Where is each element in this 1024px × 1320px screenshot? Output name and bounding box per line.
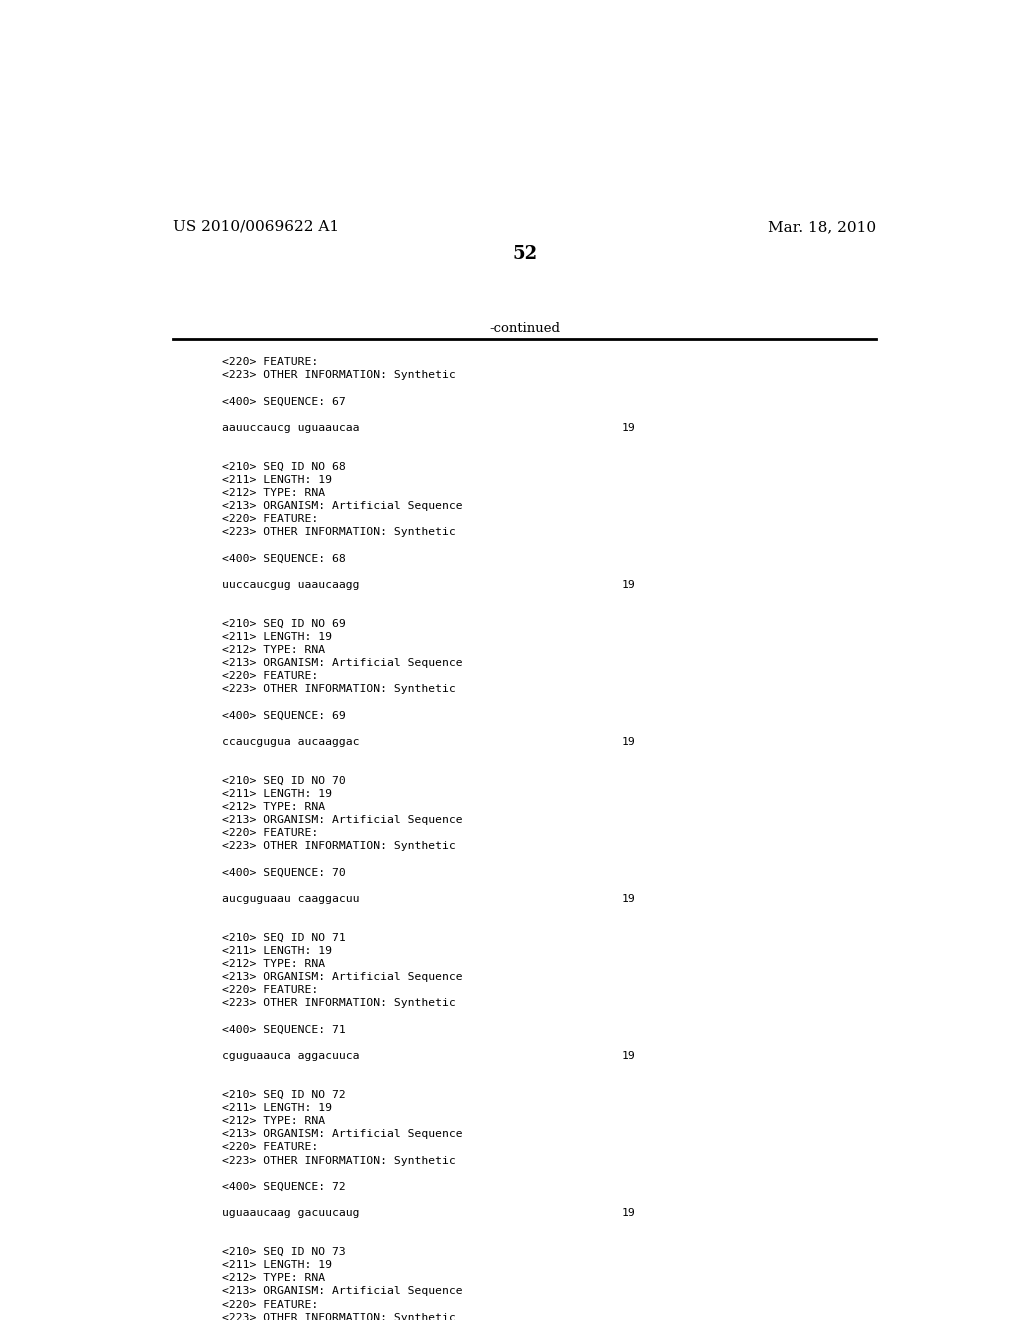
Text: <212> TYPE: RNA: <212> TYPE: RNA [221, 803, 325, 812]
Text: <213> ORGANISM: Artificial Sequence: <213> ORGANISM: Artificial Sequence [221, 973, 462, 982]
Text: <213> ORGANISM: Artificial Sequence: <213> ORGANISM: Artificial Sequence [221, 1130, 462, 1139]
Text: <210> SEQ ID NO 71: <210> SEQ ID NO 71 [221, 933, 345, 942]
Text: cguguaauca aggacuuca: cguguaauca aggacuuca [221, 1051, 359, 1061]
Text: <400> SEQUENCE: 69: <400> SEQUENCE: 69 [221, 710, 345, 721]
Text: <211> LENGTH: 19: <211> LENGTH: 19 [221, 632, 332, 642]
Text: <223> OTHER INFORMATION: Synthetic: <223> OTHER INFORMATION: Synthetic [221, 1155, 456, 1166]
Text: <211> LENGTH: 19: <211> LENGTH: 19 [221, 946, 332, 956]
Text: <213> ORGANISM: Artificial Sequence: <213> ORGANISM: Artificial Sequence [221, 1287, 462, 1296]
Text: <212> TYPE: RNA: <212> TYPE: RNA [221, 488, 325, 498]
Text: Mar. 18, 2010: Mar. 18, 2010 [768, 220, 877, 234]
Text: <210> SEQ ID NO 73: <210> SEQ ID NO 73 [221, 1247, 345, 1257]
Text: <220> FEATURE:: <220> FEATURE: [221, 358, 317, 367]
Text: <211> LENGTH: 19: <211> LENGTH: 19 [221, 1104, 332, 1113]
Text: <223> OTHER INFORMATION: Synthetic: <223> OTHER INFORMATION: Synthetic [221, 684, 456, 694]
Text: <223> OTHER INFORMATION: Synthetic: <223> OTHER INFORMATION: Synthetic [221, 527, 456, 537]
Text: <213> ORGANISM: Artificial Sequence: <213> ORGANISM: Artificial Sequence [221, 502, 462, 511]
Text: <210> SEQ ID NO 68: <210> SEQ ID NO 68 [221, 462, 345, 471]
Text: <223> OTHER INFORMATION: Synthetic: <223> OTHER INFORMATION: Synthetic [221, 998, 456, 1008]
Text: <213> ORGANISM: Artificial Sequence: <213> ORGANISM: Artificial Sequence [221, 659, 462, 668]
Text: <220> FEATURE:: <220> FEATURE: [221, 1143, 317, 1152]
Text: <211> LENGTH: 19: <211> LENGTH: 19 [221, 1261, 332, 1270]
Text: 19: 19 [622, 737, 635, 747]
Text: <212> TYPE: RNA: <212> TYPE: RNA [221, 645, 325, 655]
Text: 19: 19 [622, 894, 635, 904]
Text: uuccaucgug uaaucaagg: uuccaucgug uaaucaagg [221, 579, 359, 590]
Text: <211> LENGTH: 19: <211> LENGTH: 19 [221, 789, 332, 799]
Text: 52: 52 [512, 244, 538, 263]
Text: 19: 19 [622, 579, 635, 590]
Text: <210> SEQ ID NO 72: <210> SEQ ID NO 72 [221, 1090, 345, 1100]
Text: <220> FEATURE:: <220> FEATURE: [221, 671, 317, 681]
Text: <400> SEQUENCE: 72: <400> SEQUENCE: 72 [221, 1181, 345, 1192]
Text: 19: 19 [622, 422, 635, 433]
Text: <220> FEATURE:: <220> FEATURE: [221, 985, 317, 995]
Text: <220> FEATURE:: <220> FEATURE: [221, 829, 317, 838]
Text: aucguguaau caaggacuu: aucguguaau caaggacuu [221, 894, 359, 904]
Text: <400> SEQUENCE: 70: <400> SEQUENCE: 70 [221, 867, 345, 878]
Text: <223> OTHER INFORMATION: Synthetic: <223> OTHER INFORMATION: Synthetic [221, 841, 456, 851]
Text: aauuccaucg uguaaucaa: aauuccaucg uguaaucaa [221, 422, 359, 433]
Text: <210> SEQ ID NO 69: <210> SEQ ID NO 69 [221, 619, 345, 628]
Text: US 2010/0069622 A1: US 2010/0069622 A1 [173, 220, 339, 234]
Text: <210> SEQ ID NO 70: <210> SEQ ID NO 70 [221, 776, 345, 785]
Text: uguaaucaag gacuucaug: uguaaucaag gacuucaug [221, 1208, 359, 1218]
Text: <211> LENGTH: 19: <211> LENGTH: 19 [221, 475, 332, 484]
Text: ccaucgugua aucaaggac: ccaucgugua aucaaggac [221, 737, 359, 747]
Text: -continued: -continued [489, 322, 560, 335]
Text: <400> SEQUENCE: 67: <400> SEQUENCE: 67 [221, 396, 345, 407]
Text: 19: 19 [622, 1208, 635, 1218]
Text: <213> ORGANISM: Artificial Sequence: <213> ORGANISM: Artificial Sequence [221, 816, 462, 825]
Text: <212> TYPE: RNA: <212> TYPE: RNA [221, 960, 325, 969]
Text: <223> OTHER INFORMATION: Synthetic: <223> OTHER INFORMATION: Synthetic [221, 370, 456, 380]
Text: <220> FEATURE:: <220> FEATURE: [221, 1299, 317, 1309]
Text: <220> FEATURE:: <220> FEATURE: [221, 515, 317, 524]
Text: 19: 19 [622, 1051, 635, 1061]
Text: <400> SEQUENCE: 71: <400> SEQUENCE: 71 [221, 1024, 345, 1035]
Text: <223> OTHER INFORMATION: Synthetic: <223> OTHER INFORMATION: Synthetic [221, 1312, 456, 1320]
Text: <400> SEQUENCE: 68: <400> SEQUENCE: 68 [221, 553, 345, 564]
Text: <212> TYPE: RNA: <212> TYPE: RNA [221, 1274, 325, 1283]
Text: <212> TYPE: RNA: <212> TYPE: RNA [221, 1117, 325, 1126]
